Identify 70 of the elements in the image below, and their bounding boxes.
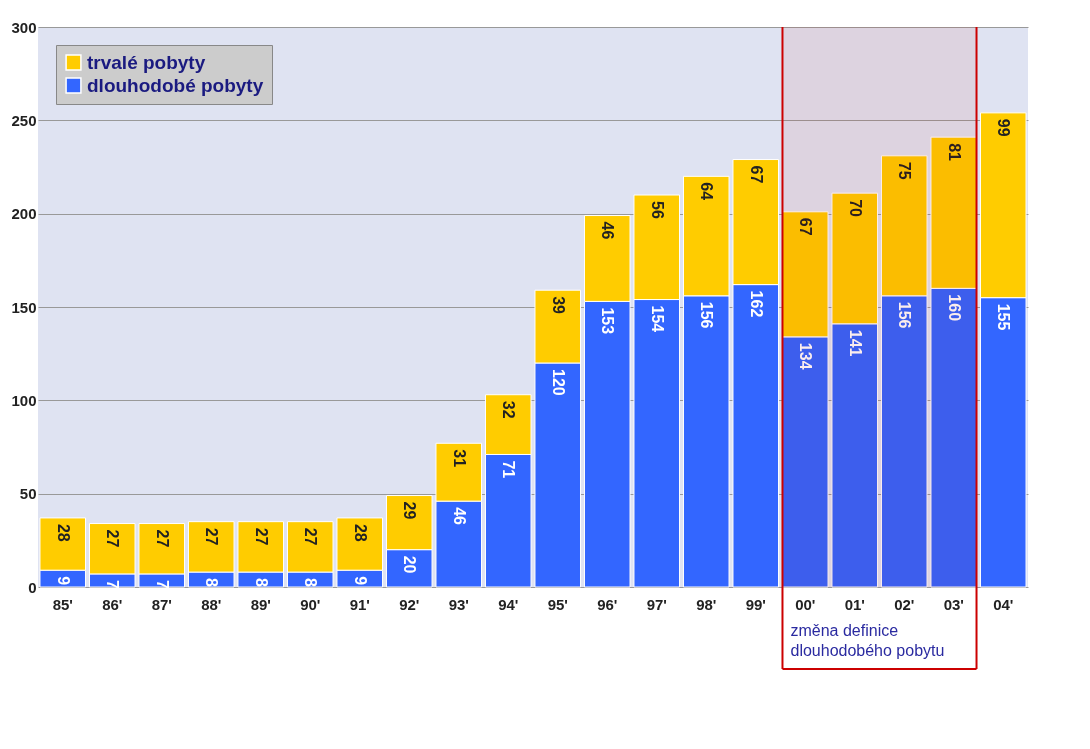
- data-label: 27: [203, 527, 221, 546]
- y-tick-label: 300: [11, 18, 37, 36]
- data-label: 67: [797, 217, 815, 236]
- data-label: 67: [747, 165, 765, 184]
- data-label: 28: [351, 523, 369, 542]
- data-label: 8: [302, 578, 320, 588]
- legend-label: trvalé pobyty: [87, 51, 206, 73]
- y-tick-label: 100: [11, 391, 37, 409]
- data-label: 155: [995, 303, 1013, 331]
- data-label: 8: [203, 578, 221, 588]
- data-label: 27: [252, 527, 270, 546]
- x-tick-label: 01': [844, 595, 865, 613]
- data-label: 56: [648, 201, 666, 219]
- x-tick-label: 03': [943, 595, 964, 613]
- x-tick-label: 93': [448, 595, 469, 613]
- data-label: 8: [252, 578, 270, 588]
- x-tick-label: 99': [745, 595, 766, 613]
- data-label: 81: [945, 143, 963, 162]
- x-tick-label: 85': [52, 595, 73, 613]
- data-label: 29: [401, 501, 419, 520]
- x-tick-label: 02': [894, 595, 915, 613]
- data-label: 120: [549, 369, 567, 396]
- data-label: 156: [896, 301, 914, 329]
- data-label: 134: [797, 342, 815, 370]
- x-tick-label: 91': [349, 595, 370, 613]
- data-label: 9: [351, 576, 369, 586]
- data-label: 20: [401, 555, 419, 574]
- data-label: 154: [648, 305, 666, 333]
- data-label: 162: [747, 290, 765, 318]
- x-tick-label: 98': [696, 595, 717, 613]
- data-label: 160: [945, 294, 963, 322]
- data-label: 46: [599, 221, 617, 240]
- data-label: 99: [995, 118, 1013, 137]
- y-tick-label: 0: [28, 578, 37, 596]
- x-tick-label: 88': [201, 595, 222, 613]
- data-label: 156: [698, 301, 716, 329]
- x-tick-label: 04': [993, 595, 1014, 613]
- data-label: 27: [302, 527, 320, 546]
- data-label: 31: [450, 449, 468, 468]
- data-label: 64: [698, 182, 716, 201]
- legend-label: dlouhodobé pobyty: [87, 74, 264, 96]
- data-label: 28: [54, 523, 72, 542]
- data-label: 141: [846, 329, 864, 357]
- data-label: 46: [450, 507, 468, 526]
- x-tick-label: 89': [250, 595, 271, 613]
- data-label: 75: [896, 161, 914, 180]
- y-tick-label: 200: [11, 205, 37, 223]
- x-tick-label: 95': [547, 595, 568, 613]
- y-tick-label: 50: [19, 485, 37, 503]
- data-label: 39: [549, 296, 567, 315]
- data-label: 27: [104, 529, 122, 548]
- y-tick-label: 250: [11, 111, 37, 129]
- x-tick-label: 86': [102, 595, 123, 613]
- band-label: změna definice dlouhodobého pobytu: [790, 622, 945, 659]
- x-tick-label: 96': [597, 595, 618, 613]
- data-label: 153: [599, 307, 617, 335]
- data-label: 32: [500, 400, 518, 419]
- x-tick-label: 94': [498, 595, 519, 613]
- x-tick-label: 92': [399, 595, 420, 613]
- data-label: 70: [846, 199, 864, 218]
- data-label: 7: [104, 579, 122, 589]
- y-tick-label: 150: [11, 298, 37, 316]
- x-tick-label: 90': [300, 595, 321, 613]
- data-label: 27: [153, 529, 171, 548]
- x-tick-label: 00': [795, 595, 816, 613]
- data-label: 7: [153, 579, 171, 589]
- x-tick-label: 87': [151, 595, 172, 613]
- data-label: 71: [500, 460, 518, 479]
- x-tick-label: 97': [646, 595, 667, 613]
- data-label: 9: [54, 576, 72, 586]
